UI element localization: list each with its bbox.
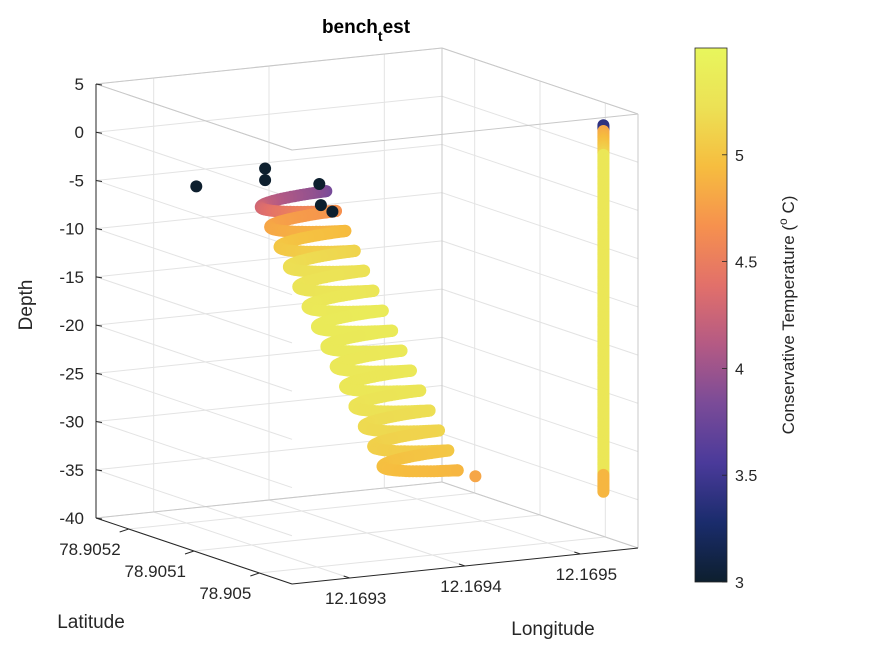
y-tick <box>184 550 195 555</box>
outlier-point <box>314 199 327 212</box>
z-tick <box>95 83 103 86</box>
outlier-point <box>469 470 482 483</box>
colorbar-tick-label: 3 <box>735 575 744 592</box>
z-tick <box>95 469 103 472</box>
colorbar-tick-label: 3.5 <box>735 468 757 485</box>
outlier-point <box>326 205 339 218</box>
z-tick-label: -30 <box>59 413 84 432</box>
z-tick-label: -35 <box>59 461 84 480</box>
z-axis-label: Depth <box>16 280 37 331</box>
z-tick <box>95 228 103 231</box>
box-edge <box>95 481 443 519</box>
x-tick <box>343 575 350 579</box>
grid-line <box>259 536 606 574</box>
y-tick-label: 78.9052 <box>59 540 120 559</box>
z-tick <box>95 324 103 327</box>
colorbar <box>694 47 728 583</box>
colorbar-tick-label: 5 <box>735 148 744 165</box>
box-edge <box>95 47 443 85</box>
box-edge <box>291 113 639 151</box>
grid-line <box>95 288 443 326</box>
grid-line <box>95 372 293 440</box>
grid-line <box>95 324 293 392</box>
colorbar-ticks: 5 4.5 4 3.5 3 <box>722 148 757 592</box>
outlier-point <box>190 180 203 193</box>
cast-point <box>597 485 610 498</box>
outlier-point <box>259 174 272 187</box>
helix-point <box>451 464 464 477</box>
colorbar-tick-label: 4 <box>735 361 744 378</box>
chart-title: benchtest <box>322 17 411 44</box>
x-tick-label: 12.1694 <box>440 577 501 596</box>
z-tick <box>95 179 103 182</box>
z-tick-label: -5 <box>69 171 84 190</box>
x-tick-label: 12.1695 <box>556 565 617 584</box>
grid-line <box>95 240 443 278</box>
x-axis-label: Longitude <box>511 619 594 640</box>
z-tick-label: 5 <box>75 75 84 94</box>
colorbar-label: Conservative Temperature (o C) <box>776 196 798 435</box>
outlier-point <box>313 178 326 190</box>
grid-line <box>95 336 443 374</box>
y-tick-label: 78.905 <box>199 584 251 603</box>
outlier-point <box>259 162 272 175</box>
grid-line <box>95 95 443 133</box>
y-axis-label: Latitude <box>57 612 125 633</box>
box-edge <box>95 83 293 151</box>
x-tick-label: 12.1693 <box>325 589 386 608</box>
grid-line <box>95 228 293 296</box>
x-tick <box>574 551 581 555</box>
z-tick <box>95 372 103 375</box>
grid-line <box>95 276 293 344</box>
y-tick <box>250 572 260 577</box>
grid-line <box>95 179 293 247</box>
y-tick-label: 78.9051 <box>125 562 186 581</box>
axes-box <box>95 47 639 585</box>
grid-line <box>95 469 293 537</box>
z-tick-label: -40 <box>59 509 84 528</box>
z-tick <box>95 517 103 520</box>
z-tick <box>95 131 103 134</box>
z-tick-label: -15 <box>59 268 84 287</box>
z-tick-label: -10 <box>59 220 84 239</box>
grid-line <box>128 492 475 530</box>
x-tick <box>458 563 466 567</box>
box-edge <box>441 47 639 115</box>
z-tick <box>95 421 103 424</box>
z-tick-label: 0 <box>75 123 84 142</box>
z-tick <box>95 276 103 279</box>
z-tick-label: -20 <box>59 316 84 335</box>
data-points <box>190 119 610 498</box>
grid-line <box>95 131 293 199</box>
grid-line <box>95 143 443 181</box>
z-tick-label: -25 <box>59 364 84 383</box>
box-edge <box>441 481 639 549</box>
colorbar-tick-label: 4.5 <box>735 255 757 272</box>
grid-line <box>193 514 541 552</box>
grid-line <box>95 421 293 489</box>
y-tick <box>119 528 129 533</box>
axis-ticks: 12.1693 12.1694 12.1695 78.905 78.9051 78.905… <box>59 75 617 608</box>
